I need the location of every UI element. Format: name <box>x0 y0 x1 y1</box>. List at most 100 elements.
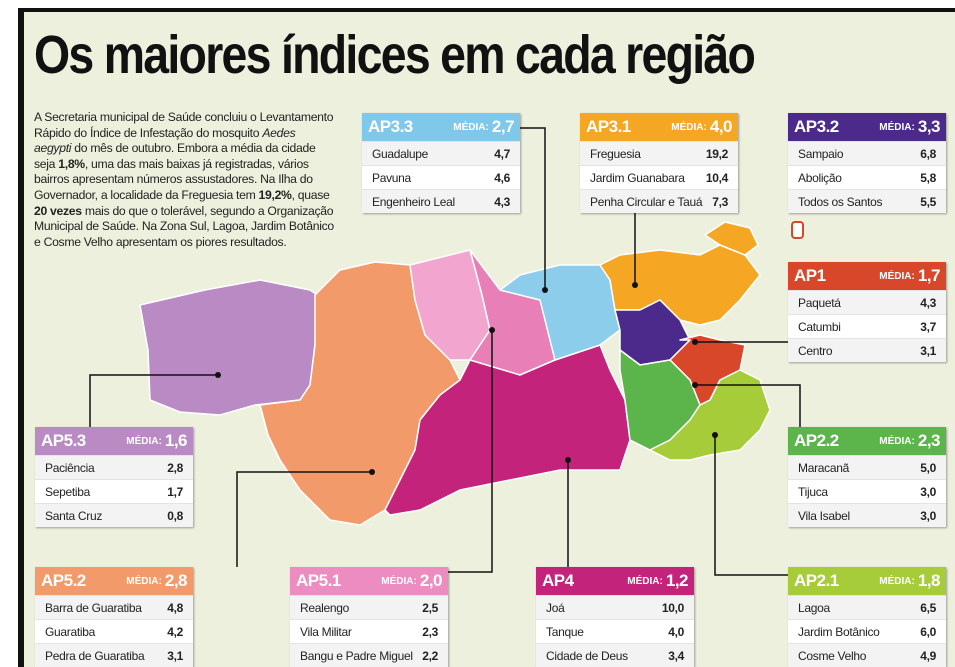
region-box: AP2.1 MÉDIA: 1,8 Lagoa 6,5 Jardim Botânico 6,0… <box>788 567 946 667</box>
row: Pavuna 4,6 <box>362 165 520 189</box>
index-value: 7,3 <box>712 194 728 209</box>
row: Paciência 2,8 <box>35 455 193 479</box>
neighborhood: Paciência <box>45 460 95 475</box>
region-box: AP3.1 MÉDIA: 4,0 Freguesia 19,2 Jardim Guanab… <box>580 113 738 213</box>
index-value: 3,4 <box>668 648 684 663</box>
dot <box>692 339 698 345</box>
box-body: Guadalupe 4,7 Pavuna 4,6 Engenheiro Leal 4,3 <box>362 141 520 213</box>
row: Sepetiba 1,7 <box>35 479 193 503</box>
dot <box>542 287 548 293</box>
row: Realengo 2,5 <box>290 595 448 619</box>
index-value: 3,0 <box>920 484 936 499</box>
media-value: 2,8 <box>164 571 188 590</box>
box-header: AP5.3 MÉDIA: 1,6 <box>35 427 193 455</box>
box-body: Joá 10,0 Tanque 4,0 Cidade de Deus 3,4 <box>536 595 694 667</box>
box-body: Sampaio 6,8 Abolição 5,8 Todos os Santos 5,5 <box>788 141 946 213</box>
neighborhood: Penha Circular e Tauá <box>590 194 703 209</box>
connector <box>695 384 801 427</box>
box-header: AP3.1 MÉDIA: 4,0 <box>580 113 738 141</box>
box-header: AP2.1 MÉDIA: 1,8 <box>788 567 946 595</box>
index-value: 5,8 <box>920 170 936 185</box>
row: Jardim Botânico 6,0 <box>788 619 946 643</box>
media-value: 1,7 <box>917 266 941 285</box>
box-header: AP4 MÉDIA: 1,2 <box>536 567 694 595</box>
media-label: MÉDIA: <box>879 435 915 447</box>
dot <box>565 457 571 463</box>
row: Tanque 4,0 <box>536 619 694 643</box>
row: Freguesia 19,2 <box>580 141 738 165</box>
neighborhood: Lagoa <box>798 600 830 615</box>
index-value: 4,9 <box>920 648 936 663</box>
region-box: AP5.2 MÉDIA: 2,8 Barra de Guaratiba 4,8 Guara… <box>35 567 193 667</box>
media-label: MÉDIA: <box>879 575 915 587</box>
connector <box>517 127 546 290</box>
region-name: AP1 <box>794 266 826 285</box>
intro: A Secretaria municipal de Saúde concluiu… <box>34 110 334 250</box>
neighborhood: Sampaio <box>798 146 844 161</box>
neighborhood: Maracanã <box>798 460 849 475</box>
neighborhood: Vila Militar <box>300 624 352 639</box>
row: Tijuca 3,0 <box>788 479 946 503</box>
index-value: 5,0 <box>920 460 936 475</box>
box-body: Paciência 2,8 Sepetiba 1,7 Santa Cruz 0,8 <box>35 455 193 527</box>
neighborhood: Engenheiro Leal <box>372 194 455 209</box>
region-name: AP5.3 <box>41 431 86 450</box>
region-name: AP2.2 <box>794 431 839 450</box>
neighborhood: Paquetá <box>798 295 841 310</box>
neighborhood: Realengo <box>300 600 349 615</box>
neighborhood: Abolição <box>798 170 842 185</box>
media-label: MÉDIA: <box>879 121 915 133</box>
dot <box>215 372 221 378</box>
index-value: 4,2 <box>167 624 183 639</box>
region-ap4 <box>384 344 631 516</box>
neighborhood: Vila Isabel <box>798 508 850 523</box>
neighborhood: Jardim Botânico <box>798 624 880 639</box>
neighborhood: Guadalupe <box>372 146 429 161</box>
neighborhood: Jardim Guanabara <box>590 170 685 185</box>
box-header: AP2.2 MÉDIA: 2,3 <box>788 427 946 455</box>
text: A Secretaria municipal de Saúde concluiu… <box>34 110 334 140</box>
index-value: 1,7 <box>167 484 183 499</box>
region-name: AP2.1 <box>794 571 839 590</box>
media-label: MÉDIA: <box>381 575 417 587</box>
index-value: 6,8 <box>920 146 936 161</box>
index-value: 4,3 <box>920 295 936 310</box>
row: Engenheiro Leal 4,3 <box>362 189 520 213</box>
text: 19,2% <box>258 187 292 202</box>
row: Todos os Santos 5,5 <box>788 189 946 213</box>
box-body: Barra de Guaratiba 4,8 Guaratiba 4,2 Pedra d… <box>35 595 193 667</box>
dot <box>489 327 495 333</box>
region-name: AP5.2 <box>41 571 86 590</box>
index-value: 4,8 <box>167 600 183 615</box>
region-name: AP5.1 <box>296 571 341 590</box>
row: Barra de Guaratiba 4,8 <box>35 595 193 619</box>
neighborhood: Freguesia <box>590 146 641 161</box>
media-value: 2,3 <box>917 431 941 450</box>
media-label: MÉDIA: <box>453 121 489 133</box>
index-value: 2,8 <box>167 460 183 475</box>
neighborhood: Pedra de Guaratiba <box>45 648 145 663</box>
neighborhood: Cidade de Deus <box>546 648 628 663</box>
row: Guadalupe 4,7 <box>362 141 520 165</box>
row: Centro 3,1 <box>788 338 946 362</box>
region-ap53 <box>139 279 326 416</box>
box-header: AP1 MÉDIA: 1,7 <box>788 262 946 290</box>
row: Vila Isabel 3,0 <box>788 503 946 527</box>
row: Guaratiba 4,2 <box>35 619 193 643</box>
connector <box>714 435 788 576</box>
index-value: 19,2 <box>705 146 728 161</box>
neighborhood: Catumbi <box>798 319 841 334</box>
row: Paquetá 4,3 <box>788 290 946 314</box>
row: Maracanã 5,0 <box>788 455 946 479</box>
frame: Os maiores índices em cada região A Secr… <box>18 8 955 667</box>
region-box: AP3.2 MÉDIA: 3,3 Sampaio 6,8 Abolição 5,8 Todos… <box>788 113 946 213</box>
text: 1,8% <box>58 156 85 171</box>
media-label: MÉDIA: <box>126 575 162 587</box>
media-label: MÉDIA: <box>879 270 915 282</box>
index-value: 4,7 <box>494 146 510 161</box>
region-ap21 <box>649 369 771 461</box>
row: Pedra de Guaratiba 3,1 <box>35 643 193 667</box>
index-value: 0,8 <box>167 508 183 523</box>
text: mais do que o tolerável, segundo a Organ… <box>34 203 334 249</box>
box-header: AP3.2 MÉDIA: 3,3 <box>788 113 946 141</box>
